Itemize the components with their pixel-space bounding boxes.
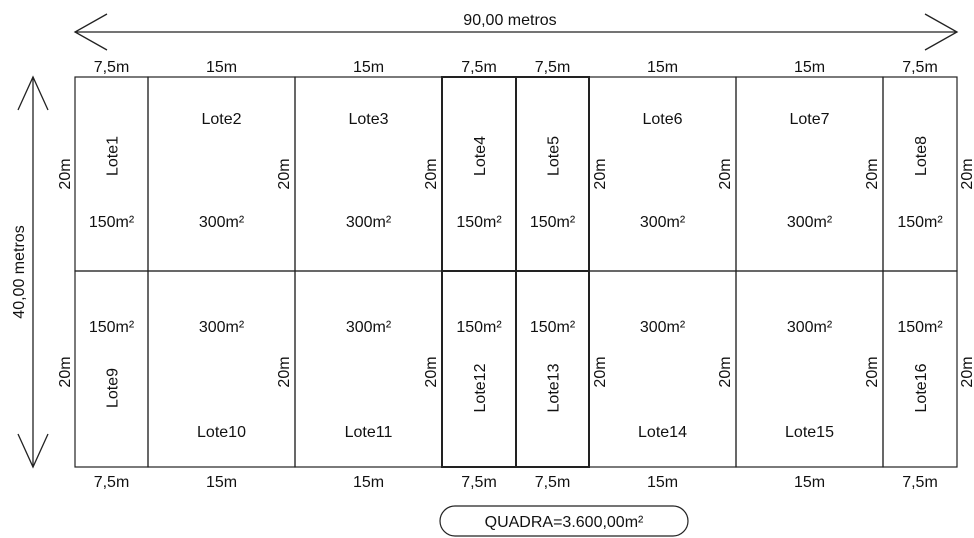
lot-name: Lote7 — [789, 111, 829, 128]
lot-area: 150m² — [456, 214, 502, 231]
depth-label: 20m — [959, 158, 974, 189]
lot-area: 150m² — [530, 319, 576, 336]
lot-area: 300m² — [346, 319, 392, 336]
depth-label: 20m — [592, 158, 609, 189]
depth-label: 20m — [423, 356, 440, 387]
lot-name: Lote14 — [638, 424, 687, 441]
depth-label: 20m — [717, 356, 734, 387]
lot-name: Lote16 — [913, 363, 930, 412]
lot-name: Lote4 — [472, 136, 489, 176]
bottom-width-label: 7,5m — [535, 474, 571, 491]
width-label: 90,00 metros — [463, 12, 556, 29]
lot-area: 300m² — [199, 319, 245, 336]
top-width-label: 7,5m — [535, 59, 571, 76]
height-label: 40,00 metros — [11, 225, 28, 318]
lot-area: 300m² — [787, 319, 833, 336]
lot-area: 300m² — [640, 319, 686, 336]
lot-area: 150m² — [89, 214, 135, 231]
lot-area: 300m² — [346, 214, 392, 231]
lot-area: 300m² — [199, 214, 245, 231]
depth-label: 20m — [276, 356, 293, 387]
lot-name: Lote15 — [785, 424, 834, 441]
lot-area: 150m² — [897, 319, 943, 336]
lot-name: Lote9 — [105, 368, 122, 408]
lot-name: Lote11 — [345, 424, 393, 441]
bottom-width-label: 15m — [647, 474, 678, 491]
top-width-label: 7,5m — [902, 59, 938, 76]
depth-label: 20m — [717, 158, 734, 189]
bottom-width-label: 15m — [794, 474, 825, 491]
lot-name: Lote12 — [472, 363, 489, 412]
depth-label: 20m — [864, 158, 881, 189]
depth-label: 20m — [959, 356, 974, 387]
lot-outline — [147, 76, 296, 272]
bottom-width-label: 7,5m — [461, 474, 497, 491]
lot-name: Lote1 — [105, 136, 122, 176]
lot-outline — [735, 76, 884, 272]
depth-label: 20m — [57, 356, 74, 387]
top-width-label: 15m — [794, 59, 825, 76]
lot-area: 150m² — [530, 214, 576, 231]
depth-label: 20m — [423, 158, 440, 189]
lot-name: Lote6 — [642, 111, 682, 128]
lot-name: Lote13 — [546, 363, 563, 412]
lot-outline — [294, 76, 443, 272]
lot-area: 150m² — [89, 319, 135, 336]
lot-outline — [588, 76, 737, 272]
lot-name: Lote5 — [546, 136, 563, 176]
lot-area: 300m² — [787, 214, 833, 231]
top-width-label: 7,5m — [94, 59, 130, 76]
top-width-label: 15m — [647, 59, 678, 76]
bottom-width-label: 15m — [206, 474, 237, 491]
lot-area: 150m² — [456, 319, 502, 336]
labels-group: 7,5m 7,5m 15m 15m 15m 15m 7,5m 7,5m 7,5m 7,5m 15m 1… — [57, 59, 974, 491]
lots-group — [74, 76, 958, 468]
depth-label: 20m — [864, 356, 881, 387]
top-width-label: 15m — [206, 59, 237, 76]
lot-area: 150m² — [897, 214, 943, 231]
lot-name: Lote2 — [201, 111, 241, 128]
depth-label: 20m — [57, 158, 74, 189]
top-width-label: 15m — [353, 59, 384, 76]
lot-name: Lote3 — [348, 111, 388, 128]
depth-label: 20m — [592, 356, 609, 387]
height-dimension-arrow — [17, 75, 49, 469]
lot-name: Lote10 — [197, 424, 246, 441]
depth-label: 20m — [276, 158, 293, 189]
lot-area: 300m² — [640, 214, 686, 231]
bottom-width-label: 7,5m — [902, 474, 938, 491]
bottom-width-label: 15m — [353, 474, 384, 491]
bottom-width-label: 7,5m — [94, 474, 130, 491]
total-area-pill — [439, 505, 689, 537]
lot-name: Lote8 — [913, 136, 930, 176]
total-area-badge: QUADRA=3.600,00m² — [439, 505, 689, 537]
top-width-label: 7,5m — [461, 59, 497, 76]
total-area-label: QUADRA=3.600,00m² — [485, 514, 644, 531]
width-dimension-arrow — [73, 13, 959, 51]
lot-outline — [882, 270, 958, 468]
